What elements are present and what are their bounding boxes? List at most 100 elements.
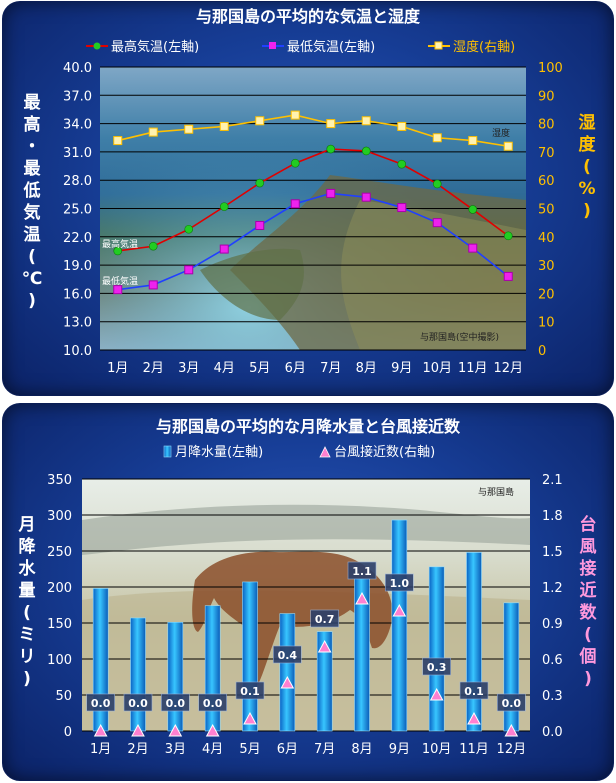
typhoon-label-box xyxy=(310,609,339,628)
chart1-gridlines xyxy=(100,66,526,351)
typhoon-data-label: 0.0 xyxy=(91,697,111,710)
left-tick-label: 37.0 xyxy=(63,89,92,104)
axis-label-char: ( xyxy=(584,625,592,645)
right-tick-label: 100 xyxy=(538,61,563,76)
axis-label-char: 湿 xyxy=(579,113,596,133)
legend-humidity: 湿度(右軸) xyxy=(453,39,515,55)
axis-label-char: 近 xyxy=(580,580,597,601)
legend-max-temp: 最高気温(左軸) xyxy=(111,39,199,55)
right-tick-label: 60 xyxy=(538,174,555,189)
chart1-title: 与那国島の平均的な気温と湿度 xyxy=(196,7,421,26)
data-point xyxy=(290,110,300,120)
typhoon-marker xyxy=(504,723,519,737)
x-tick-label: 6月 xyxy=(285,361,306,376)
x-tick-label: 2月 xyxy=(143,361,164,376)
left-tick-label: 16.0 xyxy=(63,287,92,302)
chart2-series: 0.0 0.0 0.0 0.0 0.1 0.4 0.7 1.1 1.0 0.3 0.1 0.0 xyxy=(86,519,526,737)
typhoon-data-label: 0.0 xyxy=(502,697,522,710)
left-tick-label: 31.0 xyxy=(63,146,92,161)
data-point xyxy=(290,199,300,209)
left-tick-label: 25.0 xyxy=(63,203,92,218)
axis-label-char: ) xyxy=(28,291,36,311)
data-point xyxy=(113,285,123,295)
typhoon-marker xyxy=(205,723,220,737)
chart2-title: 与那国島の平均的な月降水量と台風接近数 xyxy=(156,417,461,436)
right-tick-label: 10 xyxy=(538,316,555,331)
data-point xyxy=(290,158,300,168)
x-tick-label: 10月 xyxy=(422,742,452,757)
typhoon-label-box xyxy=(385,573,414,592)
left-tick-label: 150 xyxy=(47,617,72,632)
axis-label-char: ) xyxy=(23,669,31,689)
data-point xyxy=(148,241,158,251)
typhoon-marker xyxy=(168,723,183,737)
axis-label-char: 水 xyxy=(19,558,37,579)
axis-label-char: 風 xyxy=(580,537,597,557)
data-point xyxy=(468,136,478,146)
axis-label-char: 量 xyxy=(19,580,36,601)
chart1-title-group: 与那国島の平均的な気温と湿度 xyxy=(196,7,421,26)
typhoon-marker xyxy=(355,591,369,605)
annotation-photo-caption: 与那国島 xyxy=(478,486,514,498)
right-tick-label: 1.8 xyxy=(542,509,563,524)
left-tick-label: 13.0 xyxy=(63,316,92,331)
data-point xyxy=(184,265,194,275)
typhoon-marker xyxy=(317,639,332,653)
data-point xyxy=(432,179,442,189)
data-point xyxy=(326,188,336,198)
typhoon-data-label: 0.7 xyxy=(315,613,335,626)
data-point xyxy=(148,280,158,290)
x-tick-label: 5月 xyxy=(249,361,270,376)
typhoon-label-box xyxy=(422,657,451,676)
legend-rainfall: 月降水量(左軸) xyxy=(175,445,263,460)
legend-typhoon: 台風接近数(右軸) xyxy=(334,444,435,460)
chart1-right-axis-title: 湿度(%) xyxy=(578,113,596,221)
typhoon-label-box xyxy=(198,693,227,712)
axis-label-char: 気 xyxy=(23,202,41,223)
x-tick-label: 5月 xyxy=(239,742,260,757)
x-tick-label: 4月 xyxy=(214,361,235,376)
axis-label-char: 個 xyxy=(579,646,597,667)
right-tick-label: 50 xyxy=(538,203,555,218)
typhoon-marker xyxy=(93,723,108,737)
x-tick-label: 7月 xyxy=(320,361,341,376)
data-point xyxy=(397,121,407,131)
axis-label-char: ・ xyxy=(24,137,41,157)
rain-bar xyxy=(279,613,296,732)
x-tick-label: 6月 xyxy=(277,742,298,757)
chart2-title-group: 与那国島の平均的な月降水量と台風接近数 xyxy=(156,417,461,436)
data-point xyxy=(219,121,229,131)
axis-label-char: 度 xyxy=(579,134,597,155)
axis-label-char: ( xyxy=(28,247,36,267)
axis-label-char: 最 xyxy=(24,93,42,113)
chart1-series xyxy=(113,110,513,295)
right-tick-label: 0.3 xyxy=(542,689,563,704)
x-tick-label: 3月 xyxy=(165,742,186,757)
data-point xyxy=(361,116,371,126)
data-point xyxy=(361,192,371,202)
data-point xyxy=(397,203,407,213)
right-tick-label: 0.0 xyxy=(542,725,563,740)
data-point xyxy=(361,146,371,156)
data-point xyxy=(432,133,442,143)
series-line xyxy=(117,148,509,252)
typhoon-marker xyxy=(429,687,444,701)
axis-label-char: ミ xyxy=(19,625,36,645)
x-tick-label: 11月 xyxy=(459,742,489,757)
annotation-photo-caption: 与那国島(空中撮影) xyxy=(420,331,499,343)
right-tick-label: 20 xyxy=(538,287,555,302)
rain-bar xyxy=(503,602,520,732)
data-point xyxy=(184,124,194,134)
left-tick-label: 40.0 xyxy=(63,61,92,76)
data-point xyxy=(468,243,478,253)
rain-bar xyxy=(428,566,445,732)
chart1-legend: 最高気温(左軸) 最低気温(左軸) 湿度(右軸) xyxy=(86,39,515,55)
axis-label-char: ( xyxy=(23,603,31,623)
typhoon-label-box xyxy=(161,693,190,712)
data-point xyxy=(397,159,407,169)
legend-square-marker-icon xyxy=(269,42,276,49)
axis-label-char: 高 xyxy=(24,114,41,135)
rain-bar xyxy=(242,581,258,732)
legend-circle-marker-icon xyxy=(93,42,101,50)
typhoon-data-label: 0.3 xyxy=(427,661,447,674)
